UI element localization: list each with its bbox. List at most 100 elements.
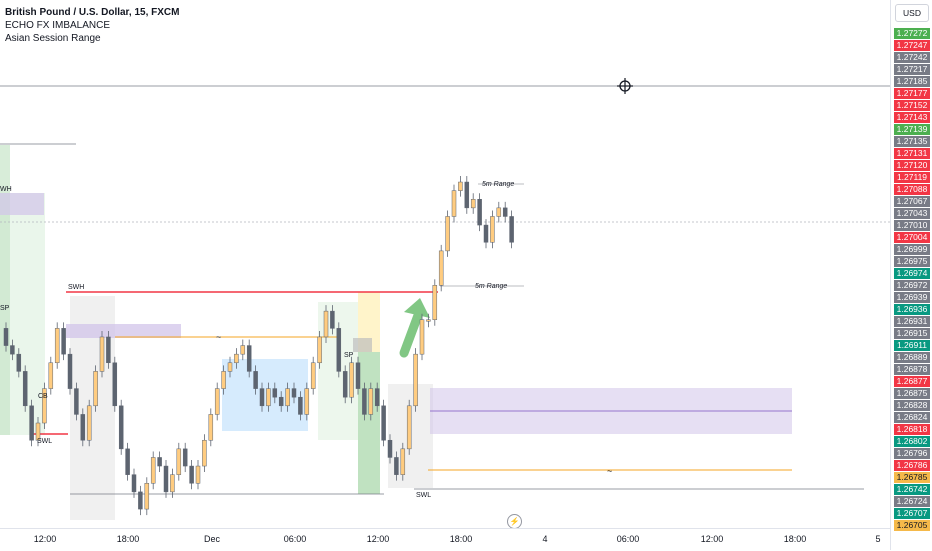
price-label: 1.26999: [894, 244, 930, 255]
price-label: 1.26875: [894, 388, 930, 399]
candle-body: [445, 216, 450, 252]
candle-body: [29, 405, 34, 441]
candle-body: [182, 448, 188, 467]
price-label: 1.27272: [894, 28, 930, 39]
candle-body: [131, 474, 137, 493]
time-label: 06:00: [283, 534, 307, 544]
price-label: 1.27067: [894, 196, 930, 207]
candle-body: [35, 422, 41, 441]
session-yellow: [358, 292, 380, 352]
candle-body: [496, 207, 502, 217]
candle-body: [426, 319, 431, 322]
price-label: 1.26802: [894, 436, 930, 447]
candle-body: [419, 319, 425, 355]
price-label: 1.26889: [894, 352, 930, 363]
candle-body: [74, 388, 79, 415]
candle-body: [48, 362, 54, 389]
bullish-arrow: [399, 305, 425, 358]
price-label: 1.26931: [894, 316, 930, 327]
candle-body: [278, 396, 284, 407]
range-label-2: 5m Range: [482, 181, 514, 188]
chart-legend[interactable]: British Pound / U.S. Dollar, 15, FXCM EC…: [5, 6, 179, 45]
time-axis[interactable]: 12:00 18:00 Dec 06:00 12:00 18:00 4 06:00 12:00 1…: [0, 528, 890, 551]
time-label: 12:00: [700, 534, 724, 544]
price-label: 1.26972: [894, 280, 930, 291]
time-label: 18:00: [783, 534, 807, 544]
cb-label: CB: [38, 393, 48, 400]
candle-body: [99, 336, 105, 372]
candle-body: [413, 353, 418, 407]
candle-body: [477, 198, 482, 226]
candle-body: [16, 353, 22, 372]
swh-left-label: WH: [0, 186, 12, 193]
candle-body: [176, 448, 182, 475]
time-label: 06:00: [616, 534, 640, 544]
time-label: 5: [875, 534, 881, 544]
session-green: [358, 352, 380, 494]
indicator-echo-fx[interactable]: ECHO FX IMBALANCE: [5, 20, 111, 31]
price-label: 1.26975: [894, 256, 930, 267]
candle-body: [259, 388, 265, 407]
price-label: 1.26911: [894, 340, 930, 351]
crosshair-icon[interactable]: [617, 78, 633, 94]
candle-body: [266, 388, 271, 407]
candle-body: [202, 439, 207, 467]
price-label: 1.26974: [894, 268, 930, 279]
candle-body: [246, 345, 252, 372]
candle-body: [240, 345, 246, 355]
candle-body: [490, 216, 495, 243]
swl-label-2: SWL: [416, 492, 431, 499]
price-label: 1.26828: [894, 400, 930, 411]
candle-body: [234, 353, 239, 364]
price-scale[interactable]: USD 1.27272 1.27247 1.27242 1.27217 1.27185 1…: [890, 0, 932, 550]
lightning-icon[interactable]: ⚡: [507, 514, 522, 528]
price-label: 1.26786: [894, 460, 930, 471]
candle-body: [67, 353, 73, 389]
candle-body: [170, 474, 175, 493]
indicator-asian-range[interactable]: Asian Session Range: [5, 33, 101, 44]
swh-label: SWH: [68, 284, 84, 291]
price-label: 1.26824: [894, 412, 930, 423]
candle-body: [22, 371, 28, 407]
candle-body: [125, 448, 130, 475]
price-label: 1.27120: [894, 160, 930, 171]
candle-body: [54, 328, 60, 364]
candle-body: [509, 216, 514, 243]
swl-label: SWL: [37, 438, 52, 445]
tilde-label-2: ~: [607, 466, 612, 476]
price-label: 1.26818: [894, 424, 930, 435]
tilde-label-1: ~: [216, 332, 221, 342]
candle-body: [432, 285, 438, 320]
time-label: 18:00: [449, 534, 473, 544]
price-label: 1.26915: [894, 328, 930, 339]
time-label: 18:00: [116, 534, 140, 544]
time-label: 12:00: [33, 534, 57, 544]
candle-body: [349, 362, 354, 398]
price-chart[interactable]: SWH WH SWL SWL SP SP CB 5m Range 5m Rang…: [0, 0, 890, 528]
gray-zone-2: [353, 338, 372, 352]
session-shade-2: [0, 145, 10, 435]
candle-body: [330, 310, 335, 329]
candle-body: [483, 224, 489, 243]
candle-body: [304, 388, 310, 415]
candle-body: [189, 465, 194, 484]
price-label: 1.27143: [894, 112, 930, 123]
chart-area[interactable]: SWH WH SWL SWL SP SP CB 5m Range 5m Rang…: [0, 0, 890, 528]
symbol-title[interactable]: British Pound / U.S. Dollar, 15, FXCM: [5, 7, 180, 18]
price-label: 1.27043: [894, 208, 930, 219]
price-label: 1.27135: [894, 136, 930, 147]
candle-body: [394, 457, 399, 475]
candle-body: [208, 414, 214, 441]
time-label: 4: [542, 534, 548, 544]
price-label: 1.26796: [894, 448, 930, 459]
price-label: 1.26785: [894, 472, 930, 483]
candle-body: [342, 371, 348, 398]
price-label: 1.26877: [894, 376, 930, 387]
price-label: 1.26742: [894, 484, 930, 495]
candle-body: [406, 405, 412, 450]
currency-button[interactable]: USD: [895, 4, 929, 22]
candle-body: [163, 465, 169, 493]
candle-body: [112, 362, 118, 407]
time-label: 12:00: [366, 534, 390, 544]
candle-body: [3, 328, 9, 346]
